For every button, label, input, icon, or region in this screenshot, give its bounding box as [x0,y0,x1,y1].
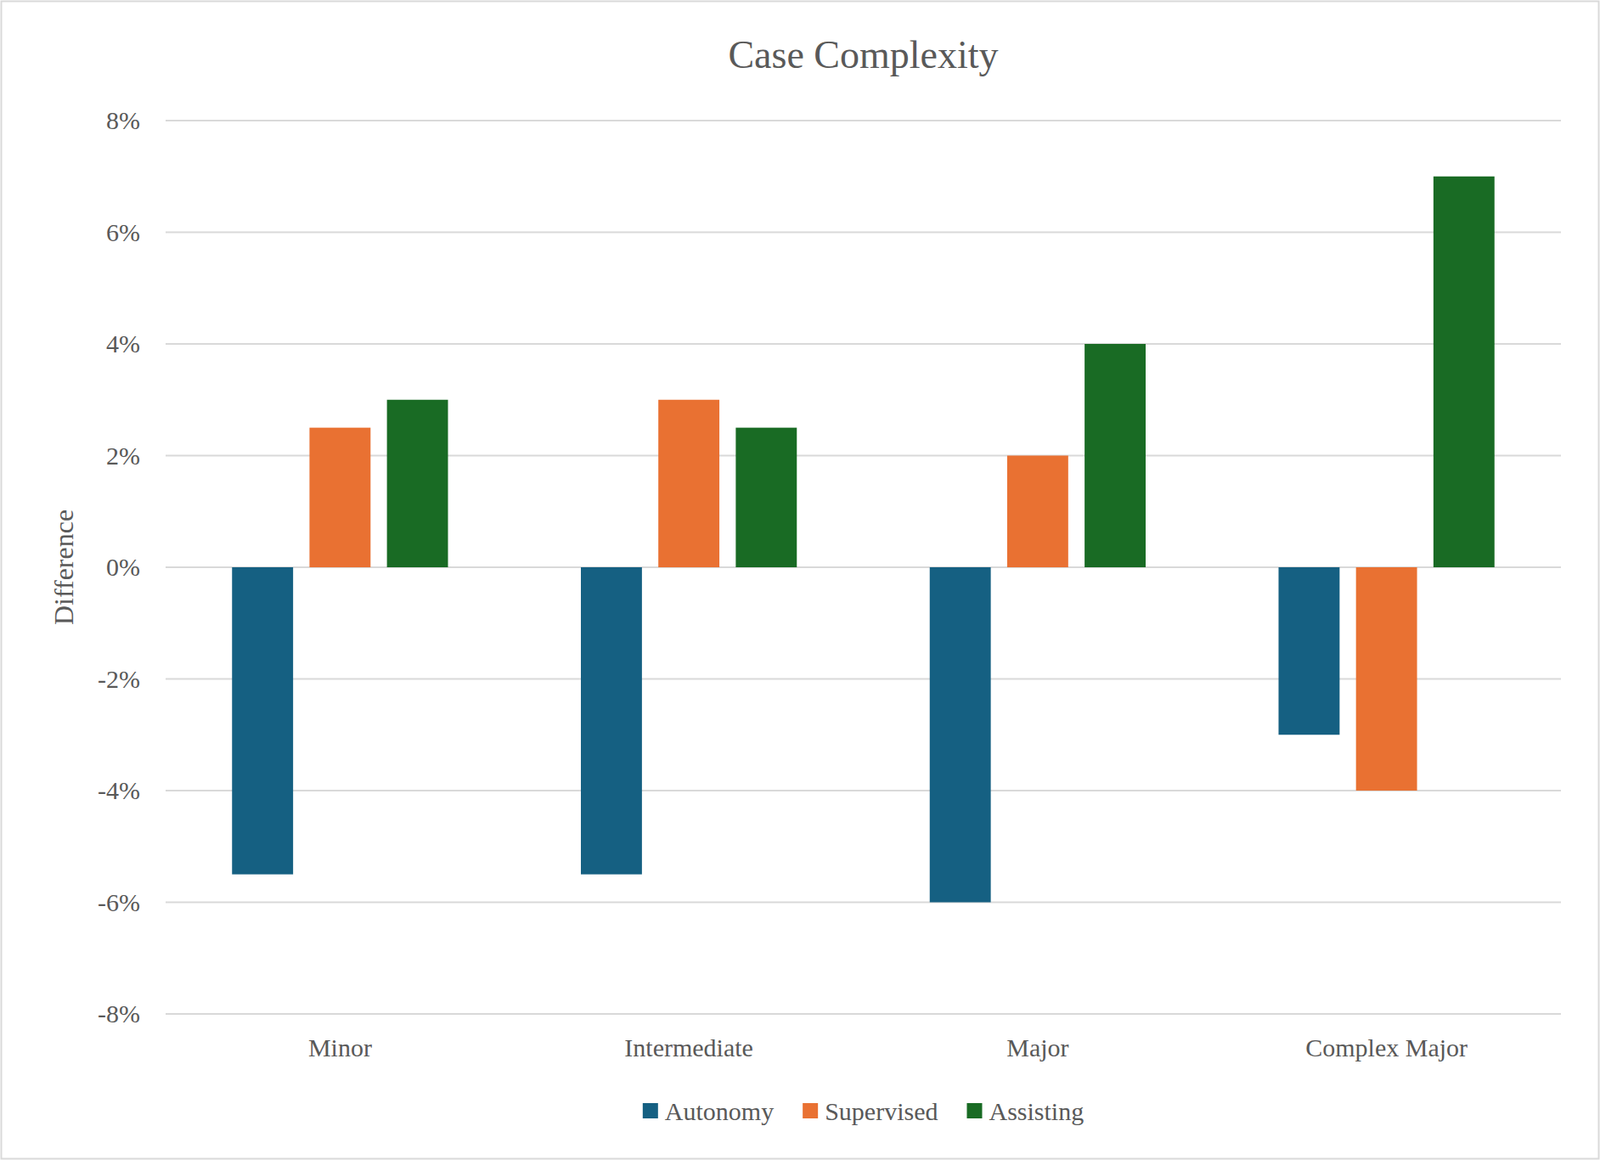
bar [1084,343,1146,568]
legend-swatch [642,1103,659,1119]
chart-container: Case Complexity Difference -8% -6% -4% -2% 0% 2… [0,0,1600,1160]
legend-label: Assisting [988,1097,1084,1126]
legend-swatch [802,1103,818,1119]
bar [231,567,293,875]
grid-line [165,119,1561,122]
bar [1007,456,1069,569]
y-tick-label: 4% [106,329,141,358]
x-axis: Minor Intermediate Major Complex Major [308,1033,1468,1062]
bar [658,400,720,568]
grid-line [165,1013,1561,1015]
chart-frame [1,1,1600,1160]
y-tick-label: 2% [106,441,141,470]
grid-line [165,231,1561,234]
x-tick-label: Major [1006,1033,1069,1062]
bar [1356,567,1418,791]
y-tick-label: 8% [106,106,141,135]
grid: -8% -6% -4% -2% 0% 2% 4% 6% 8% [97,106,1561,1028]
bar [1278,567,1340,735]
y-tick-label: 0% [106,552,141,581]
legend: Autonomy Supervised Assisting [642,1097,1084,1126]
bar [735,428,797,568]
grid-line [165,343,1561,345]
chart-title: Case Complexity [727,33,998,77]
x-tick-label: Complex Major [1305,1033,1468,1062]
y-tick-label: -2% [97,664,141,693]
grid-line [165,455,1561,457]
legend-swatch [966,1103,982,1119]
chart-svg: Case Complexity Difference -8% -6% -4% -2% 0% 2… [0,0,1600,1160]
bar [580,567,643,875]
bar [387,400,449,568]
y-axis-label: Difference [48,509,79,626]
grid-line [165,678,1561,681]
bar [1433,176,1495,568]
bar [309,428,371,568]
legend-label: Supervised [824,1097,938,1126]
bars [231,176,1495,903]
x-tick-label: Minor [308,1033,372,1062]
y-tick-label: 6% [106,218,141,247]
grid-line [165,789,1561,792]
bar [929,567,992,903]
y-tick-label: -4% [97,776,141,805]
grid-line [165,566,1561,569]
grid-line [165,901,1561,904]
x-tick-label: Intermediate [624,1033,754,1062]
y-tick-label: -8% [97,999,141,1028]
y-tick-label: -6% [97,888,141,917]
legend-label: Autonomy [664,1097,774,1126]
